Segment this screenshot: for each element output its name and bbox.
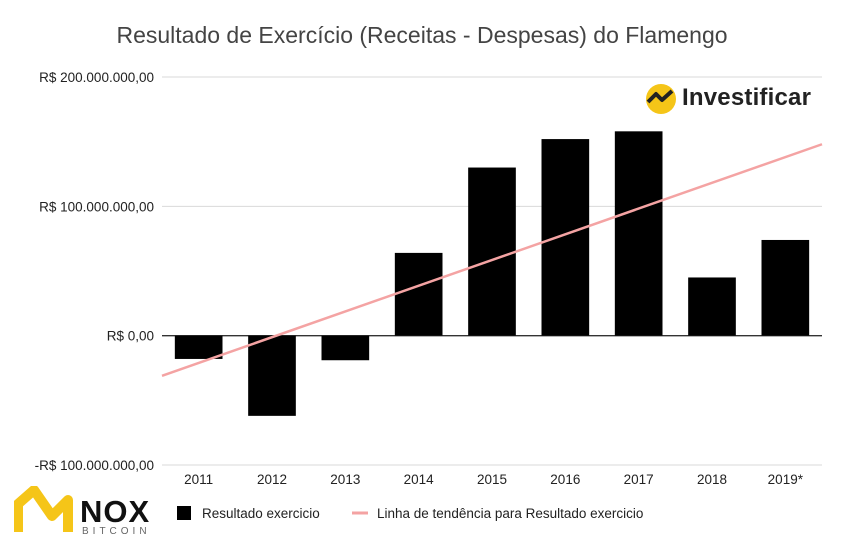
bar-2012 [248,335,296,416]
nox-subtitle: BITCOIN [82,526,151,537]
y-tick-label: -R$ 100.000.000,00 [35,458,154,473]
x-tick-label: 2018 [697,472,727,487]
x-tick-label: 2019* [768,472,804,487]
bars [174,131,810,416]
nox-logo-icon [14,486,73,532]
y-tick-label: R$ 0,00 [107,329,154,344]
x-tick-label: 2016 [550,472,580,487]
bar-2019 [761,239,810,336]
bar-2016 [541,139,590,336]
x-tick-label: 2013 [330,472,360,487]
legend-swatch-bars [177,506,191,520]
investificar-brand: Investificar [644,82,824,116]
y-axis-ticks: R$ 200.000.000,00 R$ 100.000.000,00 R$ 0,0… [35,70,154,473]
x-tick-label: 2012 [257,472,287,487]
trendline-group [161,143,823,377]
bar-2018 [688,277,736,336]
legend-label-bars: Resultado exercicio [202,506,320,521]
bar-2015 [468,167,516,336]
y-tick-label: R$ 100.000.000,00 [39,199,154,214]
chart-title: Resultado de Exercício (Receitas - Despe… [116,22,728,48]
nox-watermark: NOX BITCOIN [14,486,154,540]
bar-2011 [174,335,223,359]
investificar-logo-icon [646,84,676,114]
x-tick-label: 2014 [404,472,435,487]
nox-name: NOX [80,494,151,529]
trendline [161,143,823,377]
investificar-name: Investificar [682,84,812,111]
x-tick-label: 2015 [477,472,507,487]
legend: Resultado exercicio Linha de tendência p… [177,506,643,521]
x-tick-label: 2017 [624,472,654,487]
bar-2013 [321,335,370,361]
bar-2017 [614,131,663,336]
x-axis-ticks: 2011 2012 2013 2014 2015 2016 2017 2018 2019* [184,472,804,487]
x-tick-label: 2011 [184,472,213,487]
bar-2014 [394,252,443,336]
y-tick-label: R$ 200.000.000,00 [39,70,154,85]
legend-label-trend: Linha de tendência para Resultado exerci… [377,506,643,521]
